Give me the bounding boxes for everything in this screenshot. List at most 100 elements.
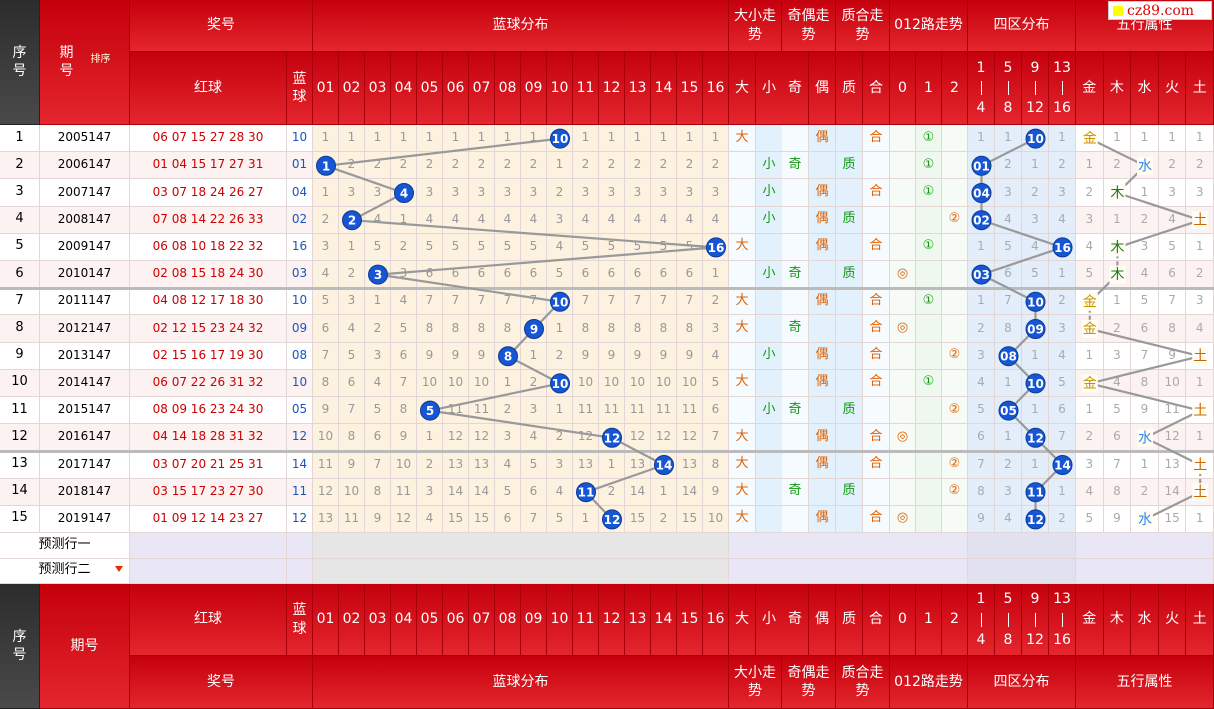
trend-line — [1144, 409, 1201, 439]
parity-cell: 奇 — [782, 261, 809, 289]
prime-cell: 质 — [836, 397, 863, 425]
col-header: 木 — [1103, 52, 1132, 125]
miss-count: 13 — [313, 505, 339, 533]
expand-arrow[interactable] — [115, 565, 123, 572]
zone-to: 8 — [1003, 631, 1013, 648]
col-header: 06 — [443, 584, 469, 656]
miss-count: 5 — [443, 233, 469, 261]
miss-count: 2 — [703, 152, 729, 180]
miss-count: 1 — [417, 424, 443, 452]
miss-count: 6 — [339, 369, 365, 397]
issue: 2010147 — [40, 261, 130, 289]
miss-count: 10 — [703, 505, 729, 533]
zone-to: 16 — [1053, 631, 1071, 648]
wuxing-badge — [1081, 129, 1098, 148]
prime-cell: 合 — [863, 288, 890, 316]
col-header: 16 — [703, 584, 729, 656]
prime-cell — [836, 179, 863, 207]
wuxing-count: 4 — [1131, 261, 1159, 289]
prime-cell: 合 — [863, 233, 890, 261]
wuxing-badge — [1192, 456, 1209, 474]
wuxing-mark: 水 — [1138, 430, 1152, 446]
miss-count: 13 — [677, 451, 703, 479]
miss-count: 13 — [469, 451, 495, 479]
zone-from: 9 — [1030, 591, 1040, 608]
group-separator — [0, 286, 1214, 290]
col-header: 水 — [1131, 584, 1159, 656]
miss-count: 1 — [313, 125, 339, 153]
col-header: 金 — [1076, 584, 1104, 656]
mod3-cell — [942, 288, 968, 316]
col-header: 大 — [729, 52, 756, 125]
miss-count: 11 — [391, 478, 417, 506]
miss-count: 3 — [703, 315, 729, 343]
trend-line — [429, 409, 613, 439]
miss-count: 10 — [391, 451, 417, 479]
wuxing-count: 7 — [1131, 342, 1159, 370]
miss-count: 10 — [677, 369, 703, 397]
zone-count: 5 — [1022, 261, 1049, 289]
miss-count: 13 — [573, 451, 599, 479]
miss-count: 12 — [391, 505, 417, 533]
miss-count: 1 — [677, 125, 703, 153]
miss-count: 9 — [677, 342, 703, 370]
miss-count: 5 — [547, 261, 573, 289]
miss-count: 11 — [677, 397, 703, 425]
miss-count: 5 — [495, 478, 521, 506]
size-cell: 大 — [729, 125, 756, 153]
zone-count: 2 — [1022, 179, 1049, 207]
miss-count: 2 — [625, 152, 651, 180]
zone-bar — [980, 612, 982, 627]
miss-count: 7 — [521, 288, 547, 316]
mod3-cell: ② — [942, 206, 968, 234]
ball-number: 9 — [530, 323, 538, 337]
zone-count: 6 — [1049, 397, 1076, 425]
col-header: 蓝球 — [287, 584, 313, 656]
mod3-cell — [916, 397, 942, 425]
zone-from: 1 — [976, 59, 986, 76]
miss-count: 14 — [469, 478, 495, 506]
predict-label[interactable]: 预测行二 — [0, 558, 130, 584]
predict-cell — [130, 558, 287, 584]
miss-count: 4 — [547, 478, 573, 506]
wuxing-badge — [1137, 428, 1153, 447]
zone-count: 1 — [1022, 342, 1049, 370]
parity-cell — [782, 369, 809, 397]
trend-line — [981, 246, 1063, 276]
mod3-cell — [916, 451, 942, 479]
miss-count: 7 — [573, 288, 599, 316]
zone-count: 1 — [995, 369, 1022, 397]
miss-count: 2 — [703, 288, 729, 316]
seq: 1 — [0, 125, 40, 153]
mod3-cell — [890, 369, 916, 397]
prime-cell: 合 — [863, 369, 890, 397]
ball — [420, 400, 440, 421]
miss-count: 2 — [495, 152, 521, 180]
sort-button[interactable]: 排序 — [90, 53, 111, 65]
col-header: 15 — [677, 584, 703, 656]
miss-count: 5 — [365, 397, 391, 425]
wuxing-count: 3 — [1076, 451, 1104, 479]
predict-label[interactable]: 预测行一 — [0, 533, 130, 559]
group-header: 质合走势 — [836, 0, 890, 52]
size-cell — [729, 342, 756, 370]
miss-count: 1 — [599, 125, 625, 153]
parity-cell — [782, 233, 809, 261]
seq: 4 — [0, 206, 40, 234]
miss-count: 3 — [495, 424, 521, 452]
ball — [394, 183, 414, 203]
ball — [1025, 373, 1046, 394]
ball-number: 12 — [604, 513, 621, 527]
issue: 2018147 — [40, 478, 130, 506]
prime-cell — [836, 451, 863, 479]
size-cell — [729, 179, 756, 207]
miss-count: 4 — [573, 206, 599, 234]
wuxing-mark: 木 — [1110, 267, 1124, 283]
zone-count: 1 — [1022, 451, 1049, 479]
blue-ball: 04 — [287, 179, 313, 207]
miss-count: 9 — [703, 478, 729, 506]
miss-count: 8 — [365, 478, 391, 506]
ball-number: 10 — [552, 295, 569, 309]
ball — [602, 427, 622, 448]
ball-number: 05 — [1000, 404, 1017, 418]
